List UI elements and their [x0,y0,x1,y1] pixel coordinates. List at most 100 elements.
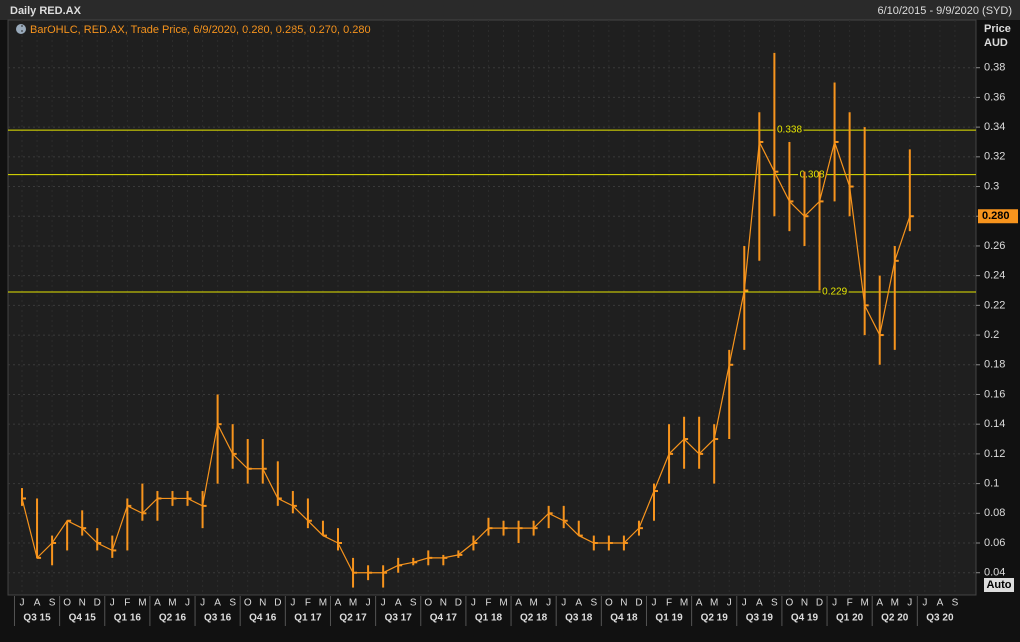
x-tick-label: D [816,598,823,609]
x-tick-label: M [860,598,868,609]
x-tick-label: O [424,598,432,609]
quarter-label: Q1 19 [655,613,683,624]
y-tick-label: 0.22 [984,299,1005,311]
quarter-label: Q1 16 [114,613,142,624]
y-tick-label: 0.24 [984,270,1005,282]
auto-button[interactable] [984,578,1014,592]
x-tick-label: J [20,598,25,609]
legend-icon [16,24,26,34]
x-tick-label: J [742,598,747,609]
y-tick-label: 0.16 [984,388,1005,400]
x-tick-label: S [49,598,56,609]
x-tick-label: J [110,598,115,609]
level-label: 0.229 [822,287,847,298]
x-tick-label: J [922,598,927,609]
x-tick-label: A [335,598,342,609]
x-tick-label: S [590,598,597,609]
x-tick-label: D [635,598,642,609]
legend: BarOHLC, RED.AX, Trade Price, 6/9/2020, … [30,24,371,36]
x-tick-label: N [440,598,447,609]
y-tick-label: 0.34 [984,121,1005,133]
x-tick-label: J [561,598,566,609]
x-tick-label: N [620,598,627,609]
x-tick-label: F [847,598,853,609]
quarter-label: Q3 20 [926,613,954,624]
date-range: 6/10/2015 - 9/9/2020 (SYD) [877,5,1012,17]
x-tick-label: M [680,598,688,609]
x-tick-label: A [154,598,161,609]
last-price-tag [978,209,1018,224]
x-tick-label: O [786,598,794,609]
quarter-label: Q2 17 [339,613,367,624]
quarter-label: Q3 17 [385,613,413,624]
quarter-label: Q4 15 [69,613,97,624]
x-tick-label: S [410,598,417,609]
x-tick-label: M [499,598,507,609]
y-tick-label: 0.14 [984,418,1005,430]
x-tick-label: M [138,598,146,609]
x-tick-label: J [727,598,732,609]
x-tick-label: D [94,598,101,609]
y-tick-label: 0.26 [984,240,1005,252]
x-tick-label: J [652,598,657,609]
last-price-label: 0.280 [982,210,1010,222]
level-label: 0.308 [800,169,825,180]
y-tick-label: 0.2 [984,329,999,341]
x-tick-label: M [349,598,357,609]
axis-title: Price [984,23,1011,35]
y-tick-label: 0.1 [984,478,999,490]
x-tick-label: J [200,598,205,609]
auto-button-label[interactable]: Auto [986,579,1011,591]
quarter-label: Q2 20 [881,613,909,624]
quarter-label: Q1 20 [836,613,864,624]
x-tick-label: J [290,598,295,609]
close-line [21,139,911,574]
quarter-label: Q4 18 [610,613,638,624]
x-tick-label: N [259,598,266,609]
y-tick-label: 0.04 [984,567,1005,579]
x-tick-label: S [952,598,959,609]
x-tick-label: N [79,598,86,609]
x-tick-label: O [605,598,613,609]
x-tick-label: M [529,598,537,609]
quarter-label: Q1 18 [475,613,503,624]
x-tick-label: J [546,598,551,609]
x-tick-label: J [185,598,190,609]
y-tick-label: 0.18 [984,359,1005,371]
x-tick-label: S [771,598,778,609]
x-tick-label: M [319,598,327,609]
quarter-label: Q2 18 [520,613,548,624]
x-tick-label: A [515,598,522,609]
x-tick-label: O [244,598,252,609]
x-tick-label: A [34,598,41,609]
y-tick-label: 0.3 [984,180,999,192]
x-tick-label: A [937,598,944,609]
quarter-label: Q3 15 [23,613,51,624]
chart-title: Daily RED.AX [10,5,82,17]
level-label: 0.338 [777,125,802,136]
y-tick-label: 0.06 [984,537,1005,549]
quarter-label: Q3 16 [204,613,232,624]
quarter-label: Q2 19 [701,613,729,624]
x-tick-label: S [229,598,236,609]
y-tick-label: 0.12 [984,448,1005,460]
x-tick-label: J [381,598,386,609]
x-tick-label: A [395,598,402,609]
x-tick-label: J [832,598,837,609]
x-tick-label: A [876,598,883,609]
x-tick-label: M [168,598,176,609]
x-tick-label: A [214,598,221,609]
x-tick-label: D [455,598,462,609]
quarter-label: Q4 16 [249,613,277,624]
axis-unit: AUD [984,37,1008,49]
quarter-label: Q3 18 [565,613,593,624]
quarter-label: Q4 17 [430,613,458,624]
x-tick-label: F [124,598,130,609]
x-tick-label: M [710,598,718,609]
y-tick-label: 0.08 [984,507,1005,519]
x-tick-label: J [471,598,476,609]
x-tick-label: F [305,598,311,609]
x-tick-label: F [485,598,491,609]
